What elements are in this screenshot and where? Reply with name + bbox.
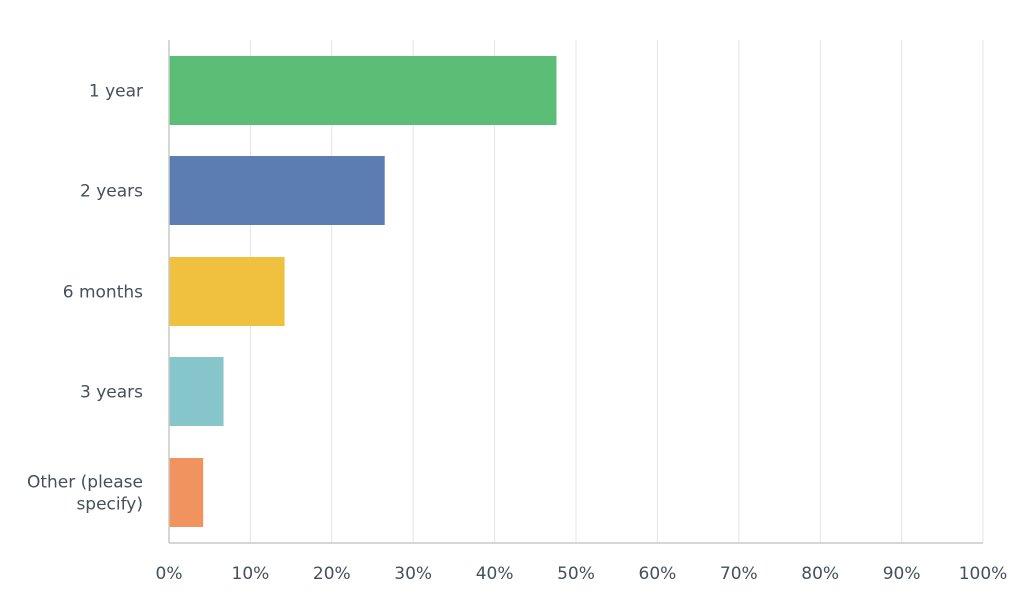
- x-tick-labels: 0% 10% 20% 30% 40% 50% 60% 70% 80% 90% 100%: [156, 564, 1008, 584]
- category-label: Other (please specify): [27, 473, 143, 515]
- x-tick-label: 30%: [394, 564, 432, 584]
- x-tick-label: 100%: [959, 564, 1008, 584]
- x-tick-label: 40%: [476, 564, 514, 584]
- x-tick-label: 10%: [232, 564, 270, 584]
- x-tick-label: 50%: [557, 564, 595, 584]
- bars: [169, 56, 557, 527]
- x-tick-label: 60%: [639, 564, 677, 584]
- bar[interactable]: [169, 56, 557, 125]
- category-label: 3 years: [80, 383, 143, 403]
- axes: [168, 40, 983, 544]
- category-labels: 1 year 2 years 6 months 3 years Other (pleas…: [27, 82, 143, 515]
- x-tick-label: 80%: [801, 564, 839, 584]
- x-tick-label: 20%: [313, 564, 351, 584]
- category-label: 1 year: [89, 82, 143, 102]
- x-tick-label: 70%: [720, 564, 758, 584]
- bar[interactable]: [169, 357, 224, 426]
- bar[interactable]: [169, 156, 385, 225]
- bar[interactable]: [169, 257, 285, 326]
- category-label: 6 months: [63, 283, 143, 303]
- x-tick-label: 90%: [883, 564, 921, 584]
- bar[interactable]: [169, 458, 204, 527]
- x-tick-label: 0%: [156, 564, 183, 584]
- category-label: 2 years: [80, 182, 143, 202]
